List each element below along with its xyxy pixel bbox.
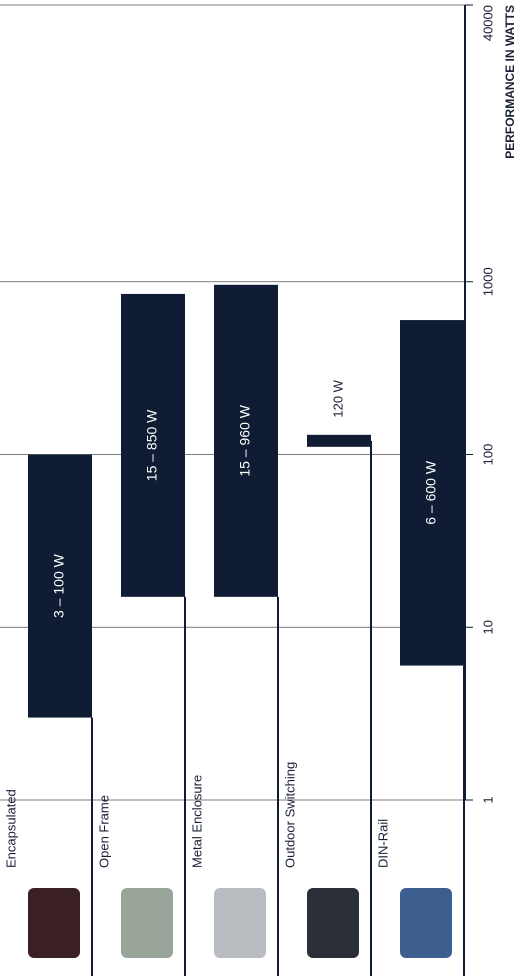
value-label: 3 – 100 W bbox=[51, 553, 67, 618]
y-tick-label: 100 bbox=[480, 444, 495, 466]
axis-title: PERFORMANCE IN WATTS bbox=[503, 5, 517, 159]
y-tick-label: 1 bbox=[480, 796, 495, 803]
bar bbox=[400, 320, 464, 666]
bar bbox=[307, 434, 371, 447]
bar bbox=[121, 293, 185, 597]
y-tick-label: 10 bbox=[480, 620, 495, 634]
value-label: 120 W bbox=[330, 379, 345, 417]
category-label: Open Frame bbox=[96, 795, 111, 868]
value-label: 15 – 960 W bbox=[237, 404, 253, 476]
product-image bbox=[121, 888, 173, 958]
category-label: Metal Enclosure bbox=[189, 775, 204, 868]
value-label: 6 – 600 W bbox=[423, 460, 439, 525]
bar bbox=[28, 454, 92, 718]
y-tick-label: 1000 bbox=[480, 267, 495, 296]
category-label: DIN-Rail bbox=[375, 819, 390, 868]
product-image bbox=[400, 888, 452, 958]
product-image bbox=[28, 888, 80, 958]
product-image bbox=[307, 888, 359, 958]
product-image bbox=[214, 888, 266, 958]
category-label: Encapsulated bbox=[3, 789, 18, 868]
category-label: Outdoor Switching bbox=[282, 762, 297, 868]
chart-body: 1 10 100 1000 40000 PERFORMANCE IN WATTS Encap… bbox=[0, 4, 517, 976]
y-tick-label: 40000 bbox=[480, 5, 495, 41]
bar bbox=[214, 284, 278, 597]
value-label: 15 – 850 W bbox=[144, 409, 160, 481]
